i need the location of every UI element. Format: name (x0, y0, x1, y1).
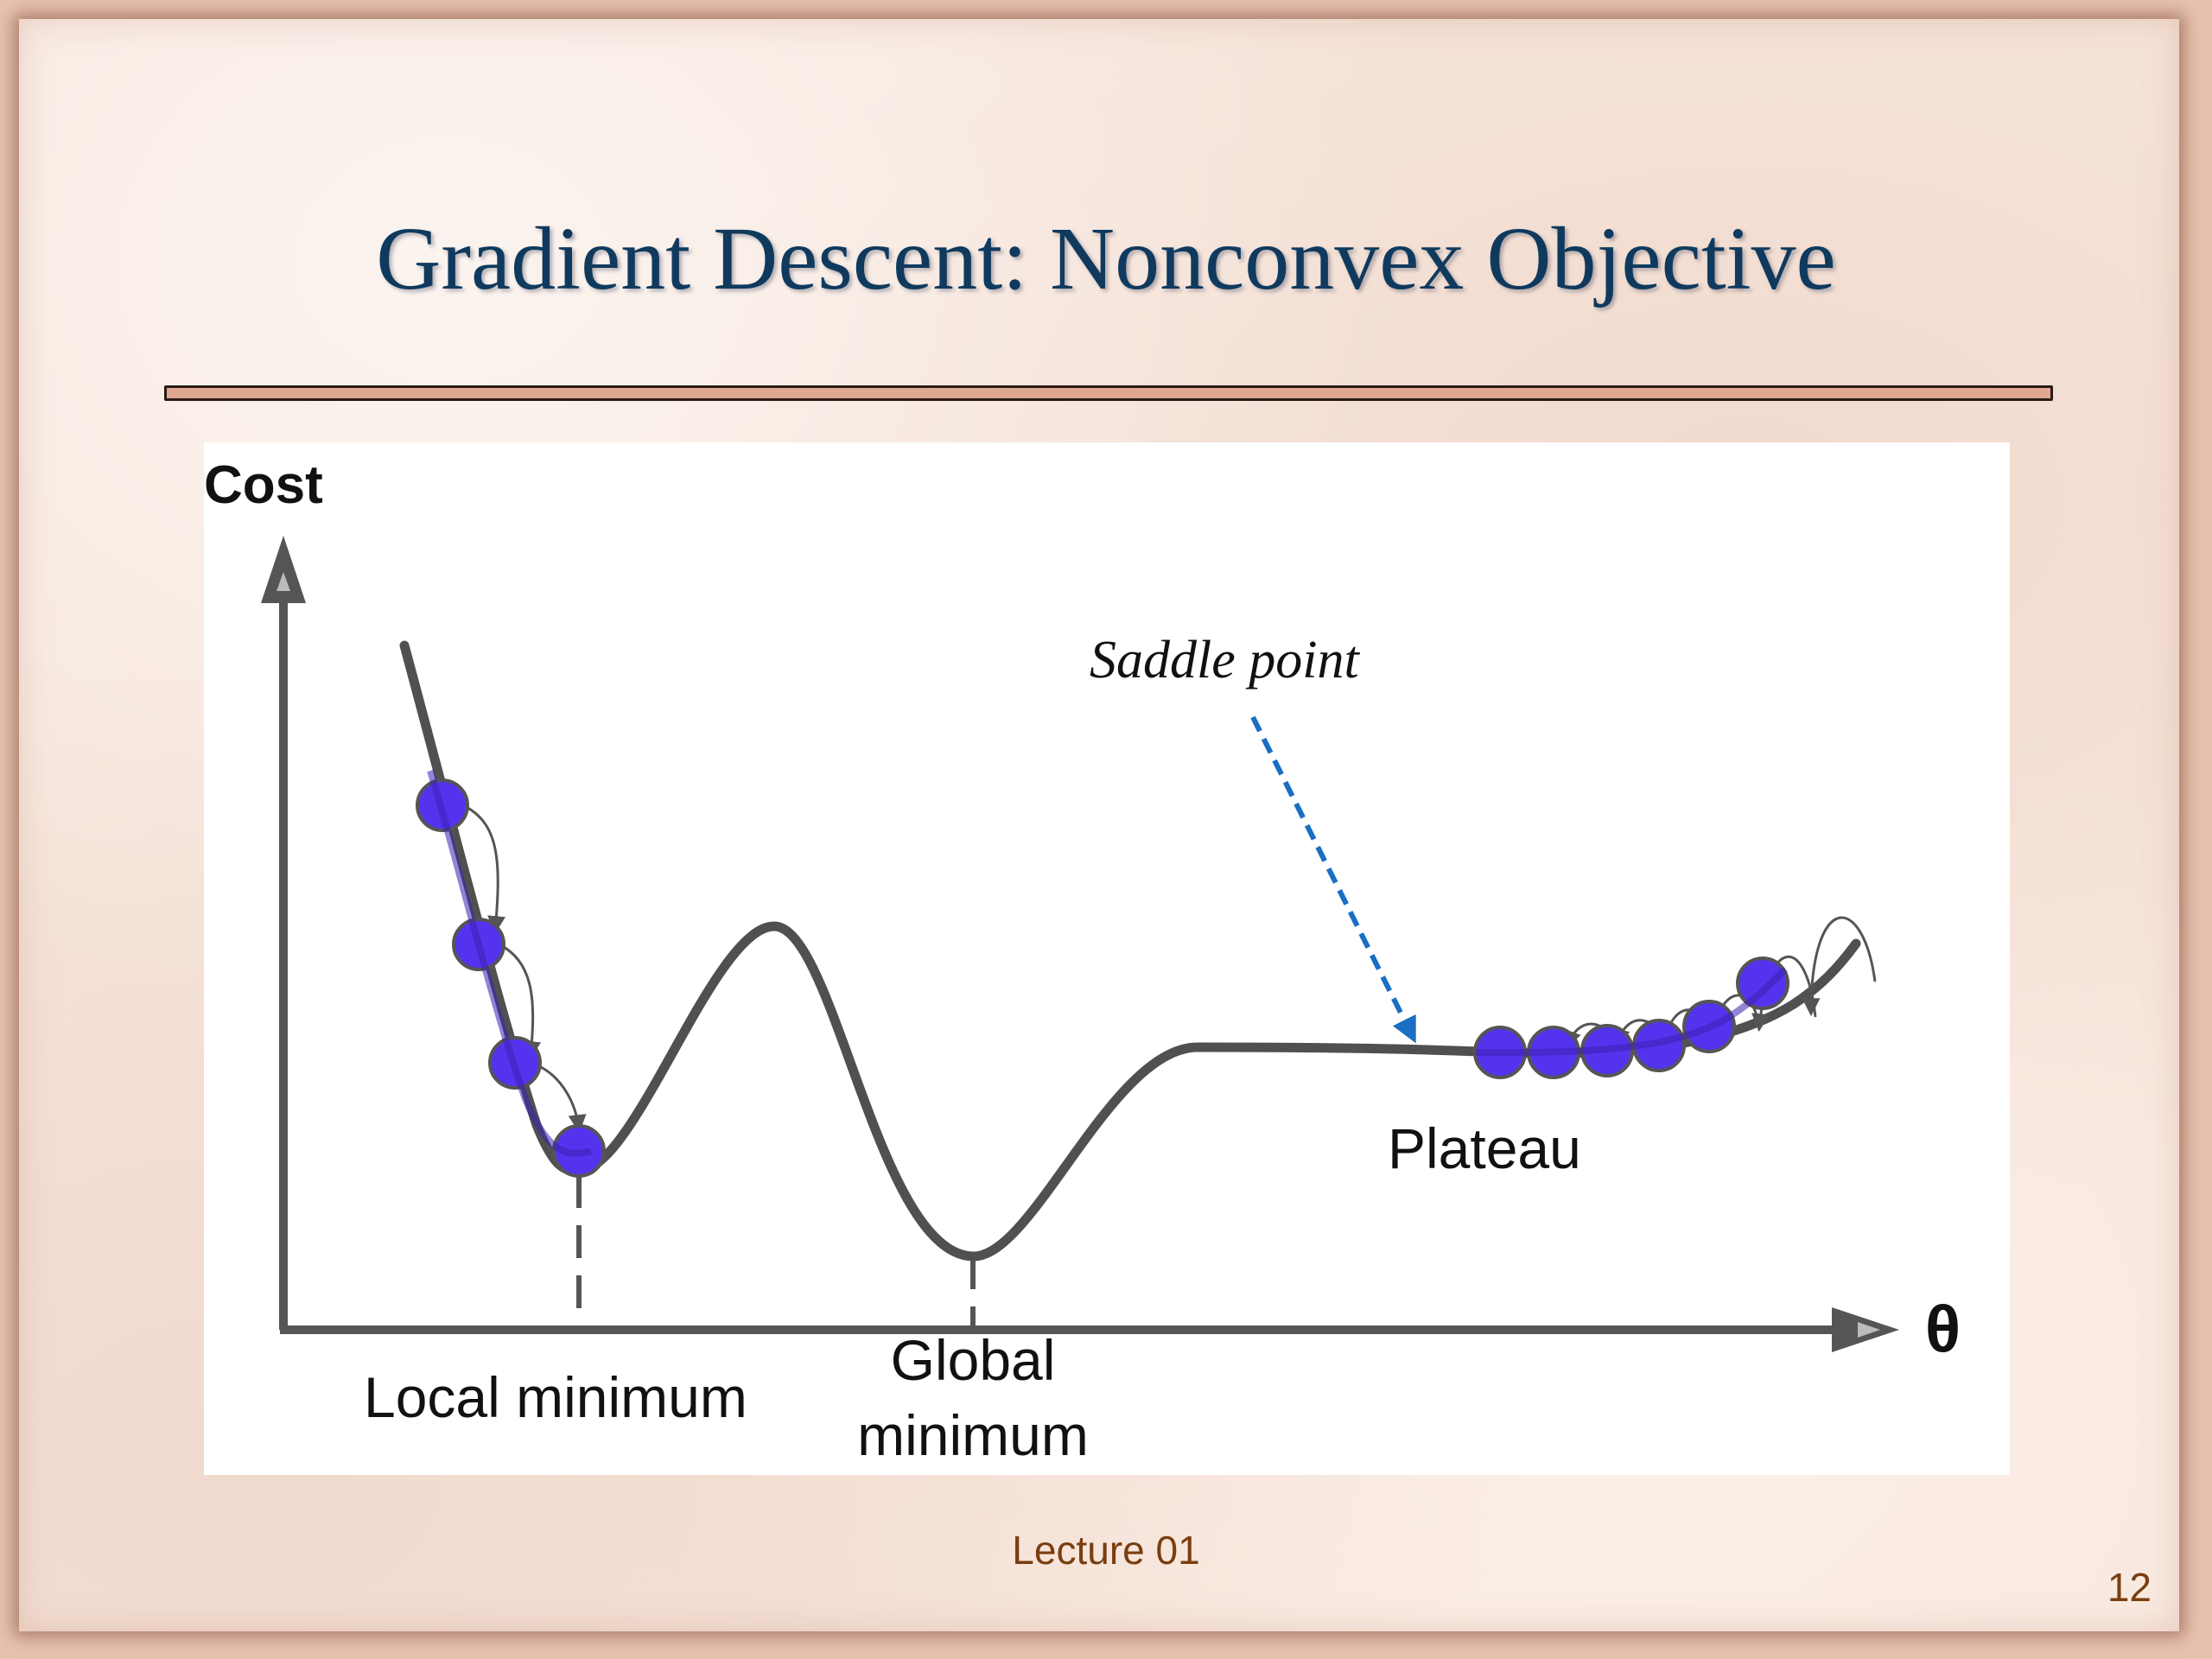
plateau-balls (1473, 957, 1789, 1079)
slide-footer: Lecture 01 (1012, 1528, 1200, 1573)
cost-landscape-diagram: Cost θ (204, 455, 1961, 1467)
descent-arc-2 (497, 942, 542, 1060)
local-minimum-label: Local minimum (364, 1365, 747, 1429)
curve-overlay-plateau (1475, 967, 1788, 1057)
y-axis-arrowhead (261, 536, 306, 603)
descent-arc-3 (534, 1063, 587, 1134)
title-divider (164, 385, 2053, 401)
descent-balls (416, 779, 606, 1178)
global-minimum-label-line1: Global (891, 1328, 1056, 1392)
plateau-label: Plateau (1388, 1116, 1581, 1180)
page-number: 12 (2107, 1565, 2152, 1610)
y-axis-label: Cost (204, 455, 323, 515)
curve-overlay-left (427, 769, 593, 1157)
global-minimum-label-line2: minimum (857, 1403, 1089, 1467)
y-axis-arrowhead-inner (276, 572, 290, 591)
saddle-point-label: Saddle point (1090, 631, 1360, 690)
x-axis-arrowhead-inner (1858, 1322, 1880, 1338)
cost-curve (399, 640, 1861, 1262)
slide-title: Gradient Descent: Nonconvex Objective (376, 209, 1836, 308)
x-axis-label: θ (1925, 1293, 1961, 1366)
plateau-ball-6 (1736, 957, 1789, 1010)
saddle-point-arrow (1250, 715, 1416, 1044)
cost-landscape-figure: Cost θ (204, 442, 2010, 1475)
plateau-arc-1 (1802, 916, 1877, 1017)
descent-arc-1 (462, 804, 506, 935)
